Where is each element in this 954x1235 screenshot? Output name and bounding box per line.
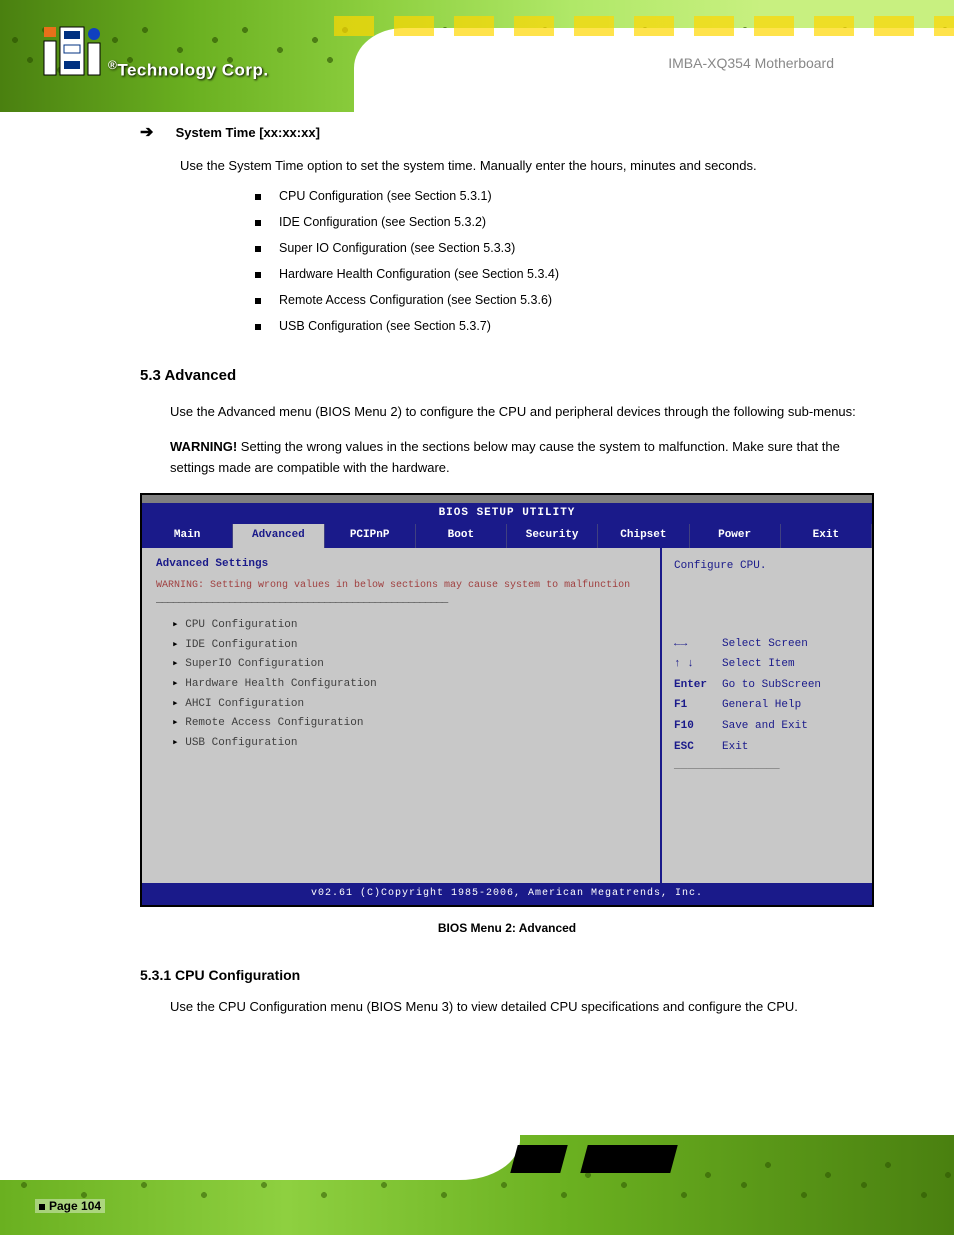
bios-tab-exit[interactable]: Exit (781, 524, 872, 548)
bios-body: Advanced Settings WARNING: Setting wrong… (142, 548, 872, 883)
bios-warning-line: WARNING: Setting wrong values in below s… (156, 578, 646, 594)
footer-decor (514, 1145, 694, 1173)
header-circuit-banner: ®Technology Corp. IMBA-XQ354 Motherboard (0, 0, 954, 112)
footer-curve (0, 1135, 520, 1180)
bios-tab-boot[interactable]: Boot (416, 524, 507, 548)
bios-tab-pcipnp[interactable]: PCIPnP (325, 524, 416, 548)
bios-help-line: F10Save and Exit (674, 718, 860, 736)
bios-menu-item[interactable]: CPU Configuration (156, 617, 646, 635)
sub-bullet-item: CPU Configuration (see Section 5.3.1) (255, 186, 874, 206)
bios-setup-title: BIOS SETUP UTILITY (142, 503, 872, 525)
system-time-section: ➔ System Time [xx:xx:xx] Use the System … (140, 120, 874, 176)
bios-item-list: CPU Configuration IDE ConfigurationSuperI… (156, 617, 646, 752)
section-5-3-1-heading: 5.3.1 CPU Configuration (140, 964, 874, 986)
warning-body: Setting the wrong values in the sections… (170, 439, 840, 475)
iei-logo-icon (42, 25, 102, 77)
bios-screenshot: BIOS SETUP UTILITY MainAdvancedPCIPnPBoo… (140, 493, 874, 907)
warning-title: WARNING! (170, 439, 237, 454)
section-5-3-para: Use the Advanced menu (BIOS Menu 2) to c… (170, 402, 874, 423)
bios-tab-row: MainAdvancedPCIPnPBootSecurityChipsetPow… (142, 524, 872, 548)
bios-help-line: EnterGo to SubScreen (674, 677, 860, 695)
figure-caption: BIOS Menu 2: Advanced (140, 919, 874, 938)
bios-menu-item[interactable]: IDE Configuration (156, 637, 646, 655)
square-bullet-icon (255, 324, 261, 330)
bios-help-line: ESCExit (674, 739, 860, 757)
page-content: ➔ System Time [xx:xx:xx] Use the System … (140, 120, 874, 1023)
system-time-label: System Time [xx:xx:xx] (176, 125, 320, 140)
bios-group-title: Advanced Settings (156, 556, 646, 574)
bios-separator: ────────────────────────────────────────… (156, 596, 646, 614)
bios-tab-security[interactable]: Security (507, 524, 598, 548)
bios-menu-item[interactable]: SuperIO Configuration (156, 656, 646, 674)
footer-circuit-banner: Page 104 (0, 1135, 954, 1235)
bios-tab-main[interactable]: Main (142, 524, 233, 548)
sub-bullet-list: CPU Configuration (see Section 5.3.1) IDE… (140, 186, 874, 336)
sub-bullet-item: IDE Configuration (see Section 5.3.2) (255, 212, 874, 232)
arrow-bullet-icon: ➔ (140, 120, 160, 146)
warning-block: WARNING! Setting the wrong values in the… (170, 437, 874, 479)
bios-tab-power[interactable]: Power (690, 524, 781, 548)
bios-menu-item[interactable]: Hardware Health Configuration (156, 676, 646, 694)
page-number: Page 104 (35, 1199, 105, 1213)
section-5-3-heading: 5.3 Advanced (140, 364, 874, 388)
bios-footer: v02.61 (C)Copyright 1985-2006, American … (142, 883, 872, 905)
document-title: IMBA-XQ354 Motherboard (668, 55, 834, 71)
system-time-desc: Use the System Time option to set the sy… (180, 156, 874, 177)
bios-help-keys: ←→Select Screen ↑ ↓Select Item EnterGo to … (674, 636, 860, 757)
logo-text: ®Technology Corp. (108, 58, 269, 81)
bios-tab-chipset[interactable]: Chipset (598, 524, 689, 548)
bios-left-panel: Advanced Settings WARNING: Setting wrong… (142, 548, 662, 883)
sub-bullet-item: Super IO Configuration (see Section 5.3.… (255, 238, 874, 258)
sub-bullet-item: USB Configuration (see Section 5.3.7) (255, 316, 874, 336)
bios-menu-item[interactable]: AHCI Configuration (156, 696, 646, 714)
bios-tab-advanced[interactable]: Advanced (233, 524, 324, 548)
section-5-3-1-body: Use the CPU Configuration menu (BIOS Men… (170, 997, 874, 1018)
bios-menu-item[interactable]: Remote Access Configuration (156, 715, 646, 733)
bios-help-sep: ──────────────── (674, 762, 860, 780)
square-bullet-icon (255, 272, 261, 278)
header-curve (354, 28, 954, 112)
square-bullet-icon (255, 194, 261, 200)
square-bullet-icon (255, 246, 261, 252)
bios-help-top: Configure CPU. (674, 558, 860, 576)
square-bullet-icon (255, 220, 261, 226)
square-bullet-icon (255, 298, 261, 304)
sub-bullet-item: Hardware Health Configuration (see Secti… (255, 264, 874, 284)
logo (42, 25, 102, 82)
sub-bullet-item: Remote Access Configuration (see Section… (255, 290, 874, 310)
bios-help-line: ↑ ↓Select Item (674, 656, 860, 674)
bios-menu-item[interactable]: USB Configuration (156, 735, 646, 753)
bios-help-line: F1General Help (674, 697, 860, 715)
bios-help-panel: Configure CPU. ←→Select Screen ↑ ↓Select … (662, 548, 872, 883)
bios-help-line: ←→Select Screen (674, 636, 860, 654)
